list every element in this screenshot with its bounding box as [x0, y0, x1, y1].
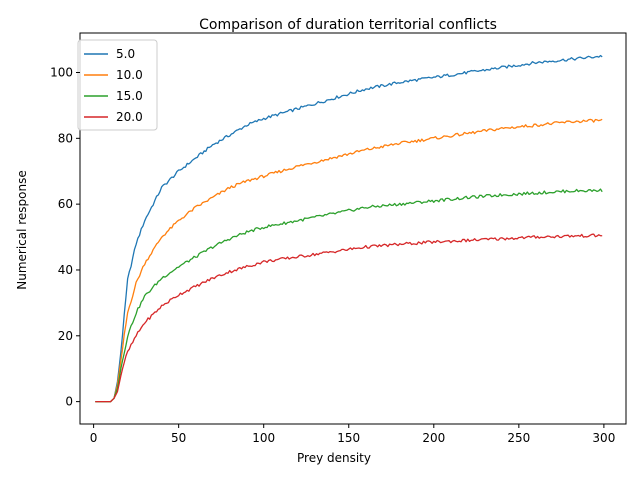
legend-label-20.0: 20.0 [116, 110, 143, 124]
legend-label-10.0: 10.0 [116, 68, 143, 82]
y-tick-label: 40 [58, 263, 73, 277]
y-tick-label: 0 [65, 395, 73, 409]
x-tick-label: 0 [90, 431, 98, 445]
legend-box [77, 39, 158, 131]
legend-label-15.0: 15.0 [116, 89, 143, 103]
plot-area [95, 54, 603, 403]
series-line-10.0 [95, 118, 603, 403]
chart-title: Comparison of duration territorial confl… [199, 17, 497, 33]
legend-label-5.0: 5.0 [116, 47, 135, 61]
y-tick-label: 100 [50, 65, 73, 79]
x-tick-label: 200 [422, 431, 445, 445]
series-line-20.0 [95, 233, 603, 403]
x-tick-label: 300 [592, 431, 615, 445]
axes-frame [79, 32, 627, 425]
x-tick-label: 150 [337, 431, 360, 445]
legend: 5.0 10.0 15.0 20.0 [77, 39, 158, 131]
y-tick-label: 60 [58, 197, 73, 211]
series-line-15.0 [95, 188, 603, 403]
x-tick-label: 250 [507, 431, 530, 445]
y-tick-label: 20 [58, 329, 73, 343]
x-axis-label: Prey density [297, 451, 371, 465]
x-tick-label: 50 [171, 431, 186, 445]
y-tick-label: 80 [58, 131, 73, 145]
x-tick-label: 100 [252, 431, 275, 445]
y-axis-label: Numerical response [15, 170, 29, 290]
series-line-5.0 [95, 54, 603, 403]
